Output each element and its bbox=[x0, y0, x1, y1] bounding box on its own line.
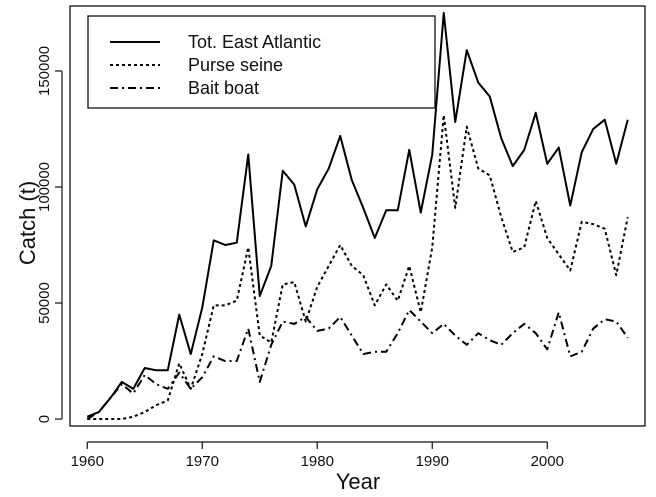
series-line-tot-east-atlantic bbox=[86, 11, 629, 418]
x-tick-label: 1990 bbox=[416, 453, 449, 470]
x-tick-label: 1980 bbox=[301, 453, 334, 470]
x-tick-label: 2000 bbox=[531, 453, 564, 470]
legend-text-purse-seine: Purse seine bbox=[188, 55, 283, 75]
plot-frame bbox=[69, 5, 646, 427]
x-tick-label: 1970 bbox=[186, 453, 219, 470]
chart-legend: Tot. East Atlantic Purse seine Bait boat bbox=[87, 15, 436, 109]
legend-text-bait-boat: Bait boat bbox=[188, 78, 259, 98]
y-tick-label: 0 bbox=[36, 415, 53, 423]
y-tick-label: 100000 bbox=[36, 162, 53, 212]
series-line-bait-boat bbox=[86, 308, 629, 420]
y-tick-label: 50000 bbox=[36, 282, 53, 324]
legend-box bbox=[87, 15, 436, 109]
x-tick-label: 1960 bbox=[71, 453, 104, 470]
x-axis-title: Year bbox=[336, 469, 380, 494]
series-line-purse-seine bbox=[87, 114, 629, 421]
plot-layer: 1960 1970 1980 1990 2000 0 50000 100000 150000 bbox=[36, 5, 646, 470]
y-tick-label: 150000 bbox=[36, 46, 53, 96]
legend-text-tot-east-atlantic: Tot. East Atlantic bbox=[188, 32, 321, 52]
y-axis-title: Catch (t) bbox=[15, 181, 40, 265]
